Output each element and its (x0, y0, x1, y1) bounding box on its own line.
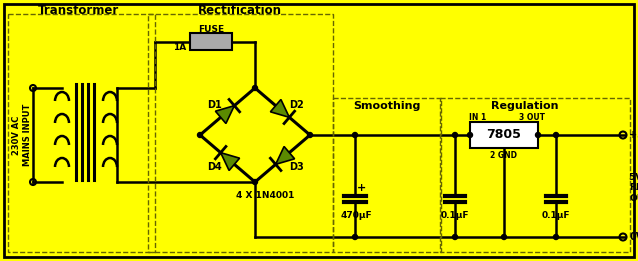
Text: IN 1: IN 1 (470, 112, 487, 122)
Text: +: + (357, 183, 367, 193)
Text: D4: D4 (207, 162, 223, 172)
Text: D1: D1 (207, 100, 223, 110)
Text: Regulation: Regulation (491, 101, 559, 111)
Circle shape (535, 133, 540, 138)
Polygon shape (221, 153, 240, 170)
Text: 470μF: 470μF (341, 211, 373, 221)
Polygon shape (276, 146, 295, 164)
Circle shape (353, 133, 357, 138)
Text: 230V AC
MAINS INPUT: 230V AC MAINS INPUT (12, 104, 32, 166)
Circle shape (554, 234, 558, 240)
Circle shape (554, 133, 558, 138)
Text: 1A: 1A (174, 43, 187, 51)
Text: 4 X 1N4001: 4 X 1N4001 (236, 191, 294, 199)
Circle shape (452, 234, 457, 240)
Circle shape (308, 133, 313, 138)
Circle shape (253, 180, 258, 185)
Bar (148, 14, 333, 252)
Text: Rectification: Rectification (198, 4, 282, 17)
Circle shape (198, 133, 202, 138)
Text: D2: D2 (290, 100, 304, 110)
Bar (8, 14, 155, 252)
Polygon shape (271, 99, 290, 117)
Text: 2 GND: 2 GND (491, 151, 517, 159)
Text: +5V: +5V (629, 130, 638, 140)
Text: 0V: 0V (629, 232, 638, 242)
Text: 0.1μF: 0.1μF (542, 211, 570, 221)
Text: Smoothing: Smoothing (353, 101, 420, 111)
Text: 7805: 7805 (487, 128, 521, 141)
Bar (440, 98, 630, 252)
Text: 5V DC
REGULATED
OUTPUT: 5V DC REGULATED OUTPUT (629, 173, 638, 203)
Text: 3 OUT: 3 OUT (519, 112, 545, 122)
Circle shape (452, 133, 457, 138)
Circle shape (353, 234, 357, 240)
Bar (190, 33, 232, 50)
Bar (470, 122, 538, 148)
Circle shape (468, 133, 473, 138)
Polygon shape (216, 106, 234, 123)
Circle shape (501, 234, 507, 240)
Text: 0.1μF: 0.1μF (441, 211, 470, 221)
Text: Transformer: Transformer (38, 4, 119, 17)
Text: FUSE: FUSE (198, 25, 224, 33)
Text: D3: D3 (290, 162, 304, 172)
Bar (333, 98, 441, 252)
Circle shape (253, 86, 258, 91)
